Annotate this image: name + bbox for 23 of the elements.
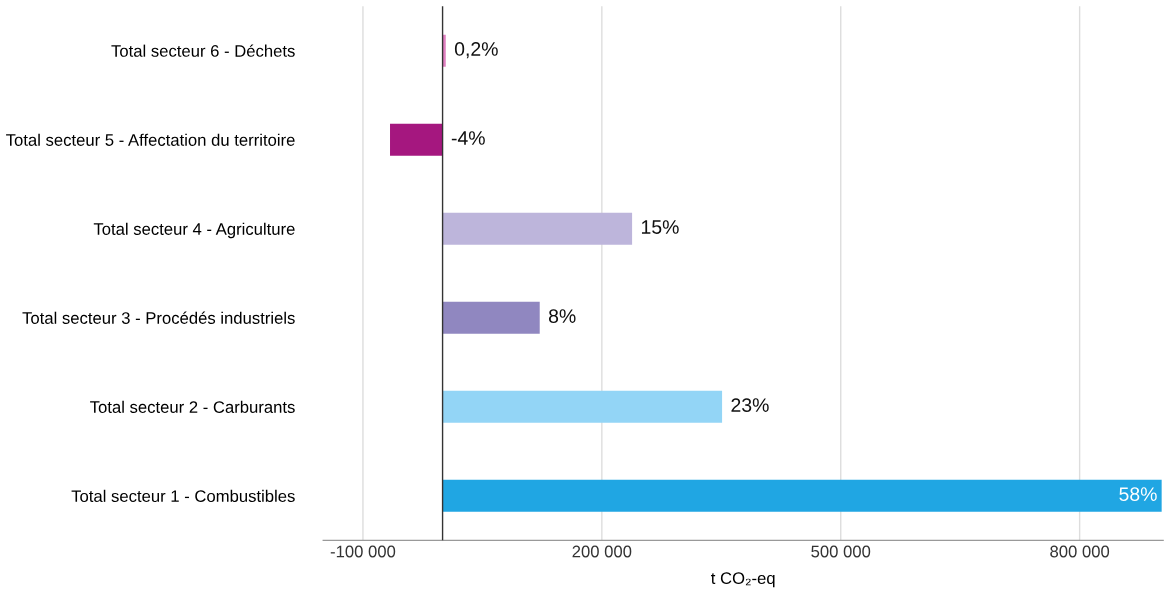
bar <box>442 34 446 67</box>
y-tick-label: Total secteur 6 - Déchets <box>111 44 295 57</box>
x-tick-label: 800 000 <box>1050 545 1110 558</box>
bar <box>442 301 540 334</box>
y-tick-label: Total secteur 4 - Agriculture <box>93 222 295 239</box>
x-tick-label: 500 000 <box>811 545 871 558</box>
x-tick-label: -100 000 <box>330 545 396 558</box>
x-tick-label: 200 000 <box>572 545 632 558</box>
annotation: 0,2% <box>454 42 498 59</box>
y-tick-label: Total secteur 3 - Procédés industriels <box>22 311 295 324</box>
y-tick-label: Total secteur 2 - Carburants <box>90 400 295 413</box>
bar <box>390 123 443 156</box>
bar <box>442 212 633 245</box>
y-tick-label: Total secteur 1 - Combustibles <box>71 489 295 503</box>
annotation: 23% <box>731 398 769 412</box>
bar <box>442 479 1162 512</box>
annotation: -4% <box>451 131 485 145</box>
annotation: 58% <box>1119 487 1157 502</box>
annotation: 8% <box>548 309 576 323</box>
x-axis-title: t CO₂-eq <box>711 572 775 588</box>
annotation: 15% <box>641 220 679 234</box>
bar <box>442 390 723 423</box>
y-tick-label: Total secteur 5 - Affectation du territoire <box>6 133 295 146</box>
